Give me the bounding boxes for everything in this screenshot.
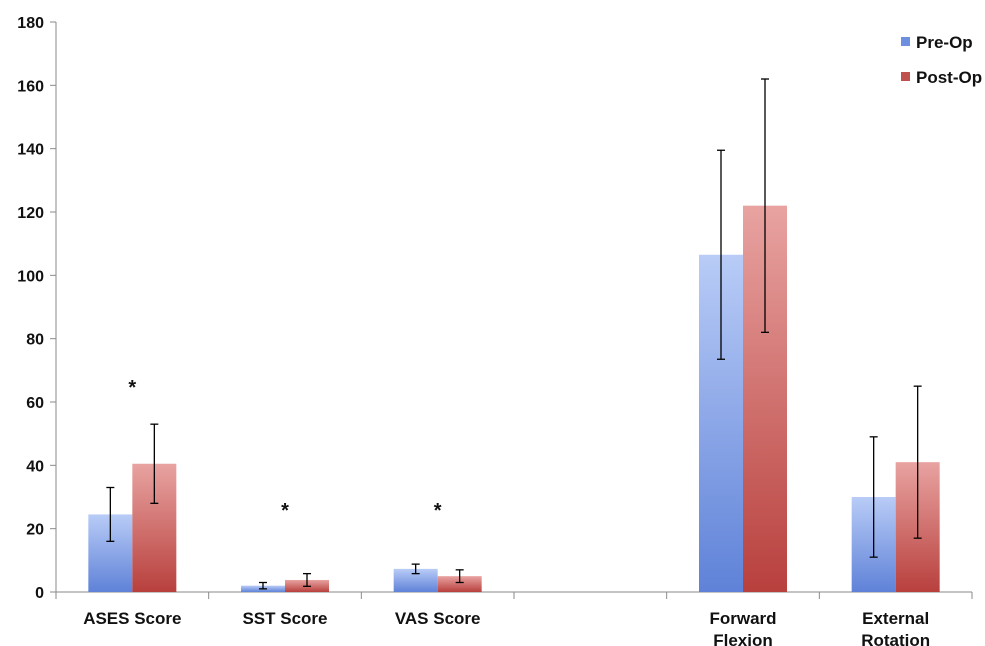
y-axis: 0 20 40 60 80 100 120 140 160 180 (17, 15, 57, 602)
x-category-label: External Rotation (861, 609, 930, 646)
y-tick-label: 80 (26, 332, 44, 349)
x-category-label: SST Score (242, 609, 327, 628)
significance-asterisk: * (434, 500, 442, 522)
legend-label: Pre-Op (916, 33, 973, 52)
y-tick-label: 40 (26, 458, 44, 475)
y-tick-label: 0 (35, 585, 44, 602)
x-category-label: VAS Score (395, 609, 481, 628)
y-tick-label: 120 (17, 205, 44, 222)
significance-asterisk: * (281, 500, 289, 522)
x-category-label-line: Rotation (861, 631, 930, 646)
significance-markers: * * * (128, 377, 441, 522)
x-axis: ASES Score SST Score VAS Score Forward Flexi… (55, 591, 973, 646)
legend-swatch-post-op (901, 72, 910, 81)
legend-label: Post-Op (916, 68, 982, 87)
y-tick-label: 180 (17, 15, 44, 32)
x-category-label: ASES Score (83, 609, 181, 628)
y-tick-label: 160 (17, 78, 44, 95)
x-category-label-line: External (862, 609, 929, 628)
x-category-label-line: Flexion (713, 631, 773, 646)
bar-post-op (437, 576, 482, 592)
y-tick-label: 20 (26, 522, 44, 539)
x-category-label-line: Forward (709, 609, 776, 628)
x-category-label: Forward Flexion (709, 609, 776, 646)
y-tick-label: 140 (17, 142, 44, 159)
error-bars (106, 78, 922, 590)
legend: Pre-Op Post-Op (901, 33, 982, 87)
y-tick-label: 60 (26, 395, 44, 412)
significance-asterisk: * (128, 377, 136, 399)
bar-pre-op (393, 568, 438, 592)
legend-swatch-pre-op (901, 37, 910, 46)
bars (88, 205, 940, 592)
y-tick-label: 100 (17, 268, 44, 285)
